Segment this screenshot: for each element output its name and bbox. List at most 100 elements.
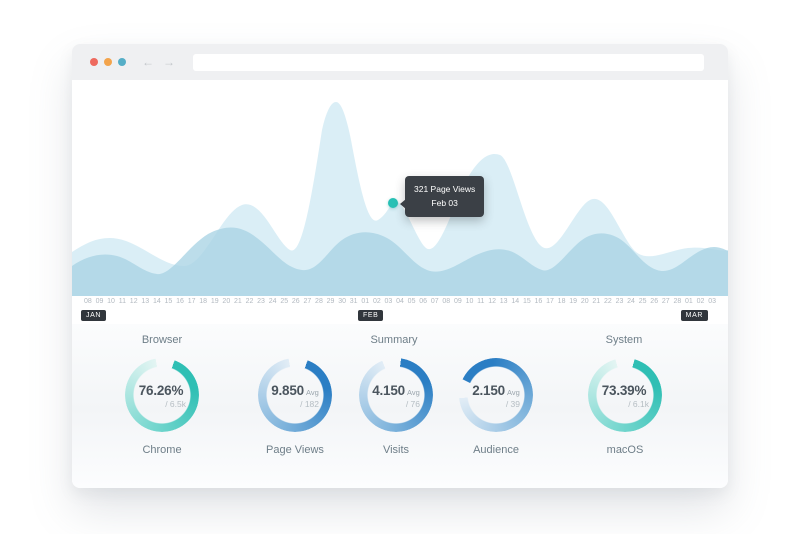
tick-label: 25	[280, 298, 289, 305]
tick-label: 15	[522, 298, 531, 305]
tick-label: 03	[384, 298, 393, 305]
tick-label: 21	[234, 298, 242, 305]
month-badge-feb: FEB	[358, 310, 384, 321]
tick-label: 05	[407, 298, 416, 305]
group-title-browser: Browser	[141, 334, 183, 346]
tick-label: 13	[141, 298, 150, 305]
tick-label: 01	[685, 298, 693, 305]
donut-chrome: 76.26% / 6.5k Chrome	[107, 358, 217, 456]
url-bar[interactable]	[193, 53, 704, 71]
tick-label: 11	[118, 298, 127, 305]
tick-label: 26	[650, 298, 659, 305]
donut-macos: 73.39% / 6.1k macOS	[570, 358, 680, 456]
donut-label: macOS	[606, 444, 644, 456]
tick-labels: 08 09 10 11 12 13 14 15 16 17 18 19 20 21 22 23 24 25 26 27…	[72, 296, 728, 305]
donut-audience: 2.150 Avg / 39 Audience	[441, 358, 551, 456]
tick-label: 29	[326, 298, 335, 305]
forward-arrow-icon[interactable]: →	[163, 55, 175, 69]
donut-value: 9.850	[271, 383, 304, 398]
tick-label: 03	[708, 298, 716, 305]
tick-label: 19	[210, 298, 219, 305]
donut-page-views: 9.850 Avg / 182 Page Views	[240, 358, 350, 456]
group-title-system: System	[605, 334, 643, 346]
tick-label: 26	[291, 298, 300, 305]
group-title-summary: Summary	[370, 334, 418, 346]
donut-sub-value: / 6.1k	[628, 399, 649, 409]
tick-label: 02	[372, 298, 381, 305]
browser-window: ← → 321 Page Views Feb 03 08 09 10 11 12 13 14…	[72, 44, 728, 488]
tick-label: 24	[627, 298, 635, 305]
tick-label: 16	[176, 298, 184, 305]
tick-label: 27	[661, 298, 670, 305]
donut-label: Page Views	[266, 444, 324, 456]
donut-sub-value: / 6.5k	[165, 399, 186, 409]
donut-ring	[359, 358, 433, 432]
donut-label: Audience	[473, 444, 519, 456]
donut-value: 73.39%	[601, 383, 647, 398]
donut-ring	[258, 358, 332, 432]
back-arrow-icon[interactable]: ←	[142, 55, 154, 69]
tick-label: 09	[95, 298, 104, 305]
tick-label: 17	[546, 298, 554, 305]
tick-label: 08	[442, 298, 451, 305]
tick-label: 12	[488, 298, 496, 305]
traffic-light-blue[interactable]	[118, 58, 126, 66]
tick-label: 08	[84, 298, 92, 305]
donut-sub-value: / 182	[300, 399, 319, 409]
month-badge-mar: MAR	[680, 310, 708, 321]
tick-label: 02	[696, 298, 705, 305]
tick-label: 16	[534, 298, 543, 305]
donut-label: Visits	[382, 444, 410, 456]
donut-value: 76.26%	[138, 383, 184, 398]
chart-x-axis: 08 09 10 11 12 13 14 15 16 17 18 19 20 21 22 23 24 25 26 27…	[72, 296, 728, 324]
tick-label: 10	[107, 298, 115, 305]
tick-label: 31	[349, 298, 358, 305]
area-series-front	[72, 227, 728, 296]
donut-unit: Avg	[407, 388, 420, 397]
donut-sub-value: / 76	[405, 399, 420, 409]
tick-label: 13	[499, 298, 508, 305]
donut-sub-value: / 39	[505, 399, 520, 409]
tick-label: 09	[453, 298, 462, 305]
traffic-light-red[interactable]	[90, 58, 98, 66]
month-badge-jan: JAN	[81, 310, 107, 321]
summary-section: Browser Summary System 76.26% / 6.5k Chr…	[72, 324, 728, 488]
tick-label: 27	[303, 298, 312, 305]
tick-label: 01	[361, 298, 370, 305]
tick-label: 30	[338, 298, 346, 305]
tooltip-value: 321 Page Views	[414, 184, 476, 194]
chart-tooltip: 321 Page Views Feb 03	[399, 176, 485, 217]
tick-label: 22	[245, 298, 254, 305]
tick-label: 15	[164, 298, 173, 305]
tick-label: 17	[187, 298, 196, 305]
wave-chart-svg	[72, 102, 728, 296]
tick-label: 04	[396, 298, 404, 305]
tick-label: 14	[152, 298, 161, 305]
data-point-marker[interactable]	[388, 198, 398, 208]
tick-label: 18	[557, 298, 566, 305]
tick-label: 07	[430, 298, 439, 305]
donut-ring	[459, 358, 533, 432]
donut-label: Chrome	[142, 444, 182, 456]
tick-label: 23	[257, 298, 265, 305]
tooltip-date: Feb 03	[431, 198, 458, 209]
browser-topbar: ← →	[72, 44, 728, 80]
tick-label: 20	[580, 298, 589, 305]
tick-label: 20	[222, 298, 231, 305]
traffic-lights	[90, 58, 126, 66]
tick-label: 24	[268, 298, 277, 305]
tick-label: 12	[129, 298, 138, 305]
donut-value: 2.150	[472, 383, 505, 398]
tick-label: 22	[603, 298, 612, 305]
tick-label: 14	[511, 298, 520, 305]
donut-unit: Avg	[507, 388, 520, 397]
tick-label: 21	[592, 298, 601, 305]
tick-label: 25	[638, 298, 647, 305]
tick-label: 19	[569, 298, 578, 305]
tick-label: 11	[477, 298, 485, 305]
tick-label: 28	[673, 298, 682, 305]
tick-label: 23	[615, 298, 624, 305]
tick-label: 06	[419, 298, 428, 305]
traffic-light-orange[interactable]	[104, 58, 112, 66]
donut-ring	[125, 358, 199, 432]
